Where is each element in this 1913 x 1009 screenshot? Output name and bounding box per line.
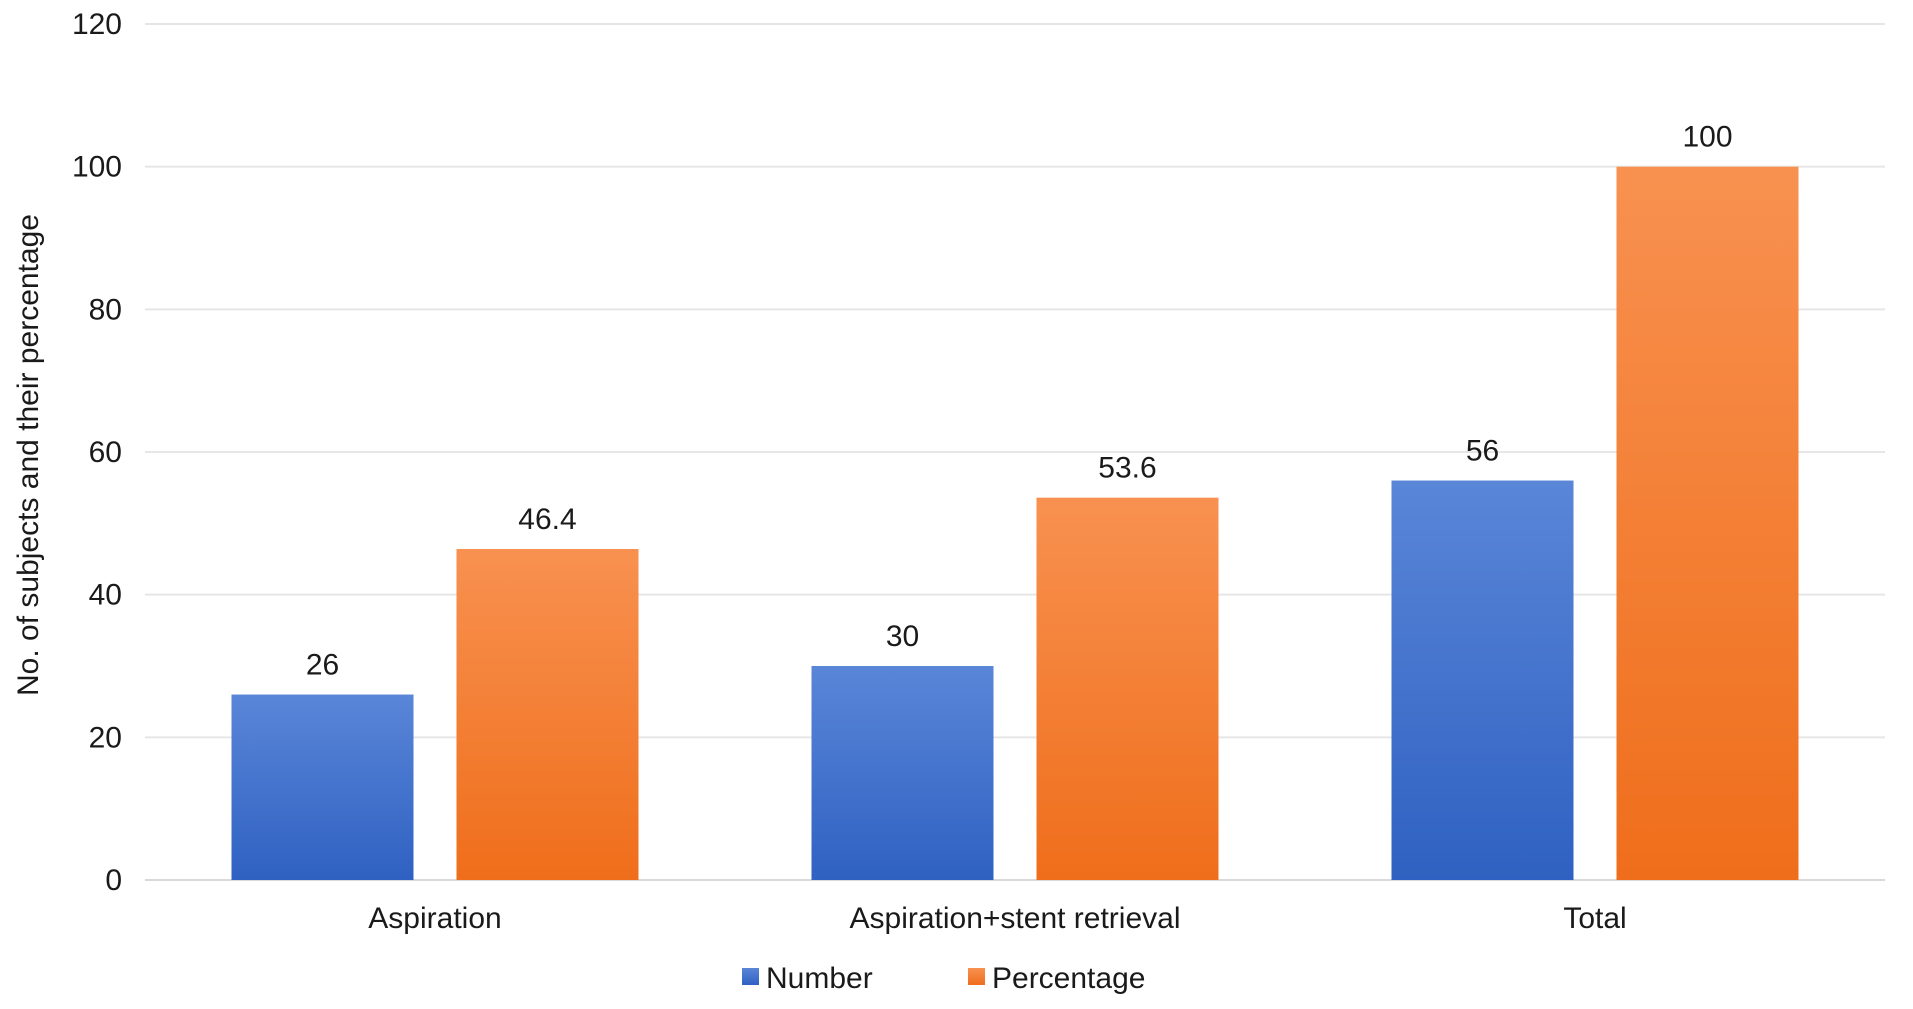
data-label: 53.6 — [1098, 452, 1156, 485]
data-label: 30 — [886, 620, 919, 653]
y-tick-label: 120 — [72, 8, 122, 41]
legend-swatch-percentage — [968, 968, 985, 985]
data-label: 26 — [306, 649, 339, 682]
x-axis-ticks: Aspiration Aspiration+stent retrieval Tota… — [368, 902, 1626, 935]
bar-percentage-3 — [1616, 166, 1799, 880]
bar-percentage-1 — [456, 549, 639, 880]
bars — [231, 166, 1799, 880]
bar-percentage-2 — [1036, 497, 1219, 880]
data-label: 46.4 — [518, 503, 576, 536]
legend-swatch-number — [742, 968, 759, 985]
y-tick-label: 100 — [72, 151, 122, 184]
legend-label-percentage: Percentage — [992, 962, 1145, 995]
x-tick-label: Aspiration+stent retrieval — [850, 902, 1181, 935]
gridlines — [145, 23, 1885, 881]
data-labels: 26 46.4 30 53.6 56 100 — [306, 121, 1733, 682]
bar-number-2 — [811, 666, 994, 880]
legend: Number Percentage — [742, 962, 1145, 995]
y-axis-ticks: 0 20 40 60 80 100 120 — [72, 8, 122, 897]
data-label: 56 — [1466, 435, 1499, 468]
y-tick-label: 20 — [89, 721, 122, 754]
bar-number-3 — [1391, 480, 1574, 880]
y-tick-label: 40 — [89, 579, 122, 612]
y-axis-title: No. of subjects and their percentage — [12, 214, 45, 696]
x-tick-label: Total — [1563, 902, 1626, 935]
x-tick-label: Aspiration — [368, 902, 501, 935]
y-tick-label: 0 — [105, 864, 122, 897]
y-tick-label: 60 — [89, 436, 122, 469]
y-tick-label: 80 — [89, 293, 122, 326]
legend-label-number: Number — [766, 962, 873, 995]
data-label: 100 — [1682, 121, 1732, 154]
bar-number-1 — [231, 694, 414, 880]
